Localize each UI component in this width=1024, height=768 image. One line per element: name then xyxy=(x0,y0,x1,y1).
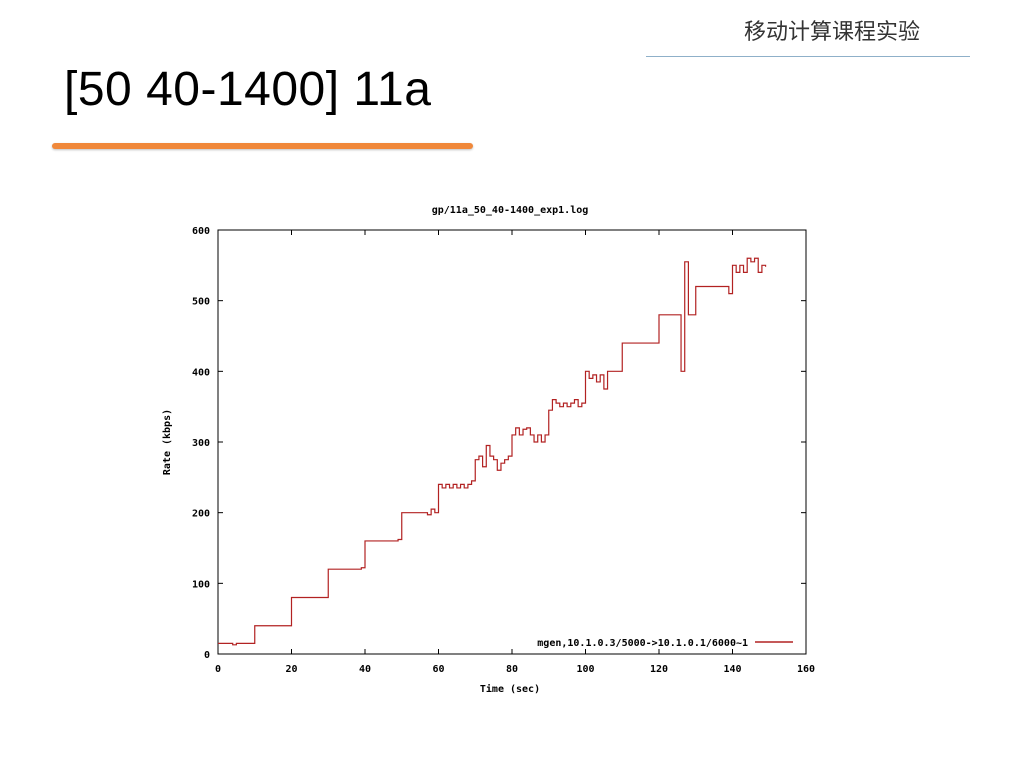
x-tick-label: 80 xyxy=(506,664,518,675)
x-tick-label: 40 xyxy=(359,664,371,675)
header-divider xyxy=(646,56,970,57)
x-tick-label: 100 xyxy=(576,664,594,675)
y-axis-label: Rate (kbps) xyxy=(162,409,173,475)
series-group xyxy=(218,257,767,646)
x-tick-label: 140 xyxy=(723,664,741,675)
x-tick-label: 20 xyxy=(285,664,297,675)
y-tick-label: 600 xyxy=(192,226,210,237)
y-tick-label: 500 xyxy=(192,297,210,308)
x-tick-label: 120 xyxy=(650,664,668,675)
y-tick-label: 200 xyxy=(192,509,210,520)
line-chart: gp/11a_50_40-1400_exp1.log Rate (kbps) T… xyxy=(162,205,815,695)
chart-title: gp/11a_50_40-1400_exp1.log xyxy=(432,205,589,216)
x-tick-label: 60 xyxy=(432,664,444,675)
x-tick-label: 160 xyxy=(797,664,815,675)
legend-label: mgen,10.1.0.3/5000->10.1.0.1/6000~1 xyxy=(537,638,748,649)
y-tick-label: 0 xyxy=(204,650,210,661)
y-tick-label: 300 xyxy=(192,438,210,449)
slide-title: [50 40-1400] 11a xyxy=(64,63,432,116)
title-underline xyxy=(52,143,473,149)
series-line xyxy=(218,257,767,646)
course-title: 移动计算课程实验 xyxy=(743,20,920,45)
y-tick-label: 100 xyxy=(192,579,210,590)
x-axis-label: Time (sec) xyxy=(480,683,540,695)
legend: mgen,10.1.0.3/5000->10.1.0.1/6000~1 xyxy=(537,638,793,649)
axis-ticks: 0 20 40 60 80 100 120 140 160 0 100 200 300 400 500 600 xyxy=(192,226,815,675)
x-tick-label: 0 xyxy=(215,664,221,675)
y-tick-label: 400 xyxy=(192,367,210,378)
